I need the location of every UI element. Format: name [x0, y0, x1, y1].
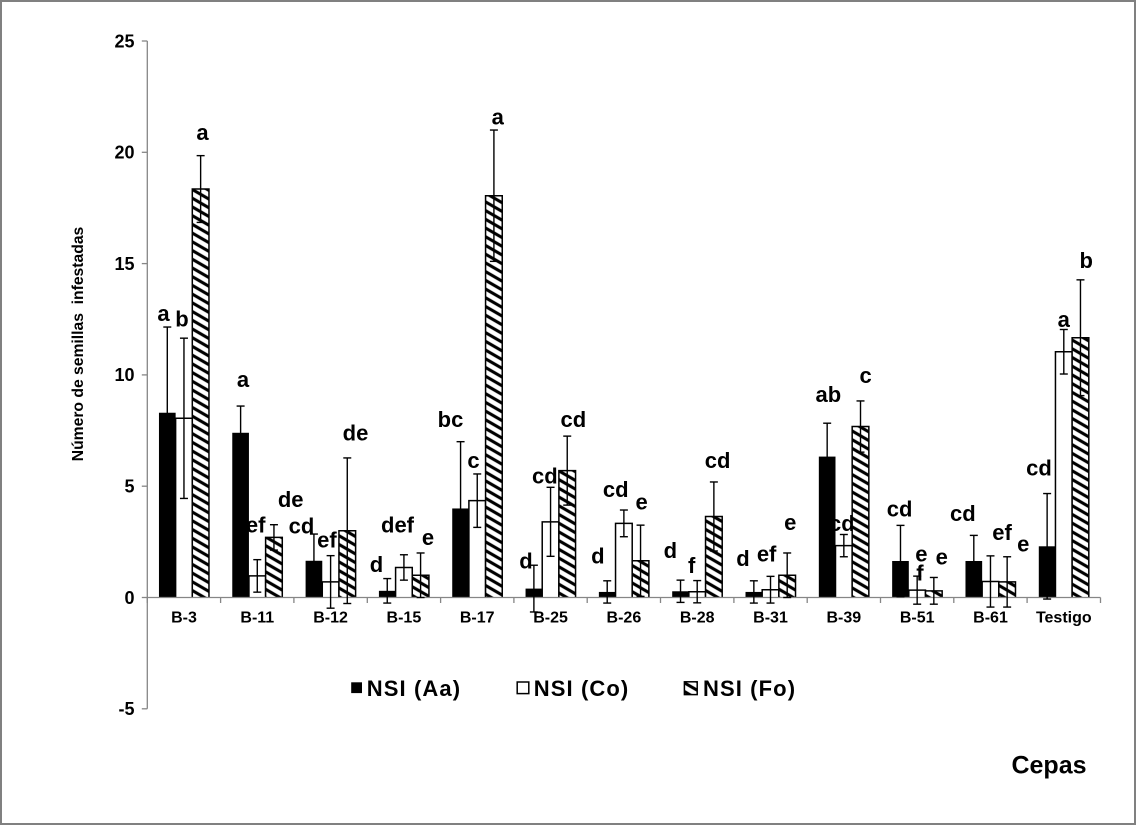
svg-text:d: d [591, 544, 604, 569]
svg-text:d: d [736, 546, 749, 571]
svg-text:b: b [1079, 248, 1092, 273]
svg-text:cd: cd [705, 448, 731, 473]
svg-text:cd: cd [887, 497, 913, 522]
svg-text:Número de semillas infestadas: Número de semillas infestadas [70, 226, 87, 461]
svg-text:cd: cd [532, 464, 558, 489]
svg-text:15: 15 [114, 254, 134, 274]
svg-text:B-51: B-51 [900, 610, 935, 627]
svg-text:ef: ef [757, 541, 777, 566]
svg-text:cd: cd [289, 514, 315, 539]
svg-text:a: a [1058, 307, 1071, 332]
svg-text:B-39: B-39 [826, 610, 861, 627]
svg-text:Testigo: Testigo [1036, 610, 1092, 627]
svg-text:cd: cd [603, 477, 629, 502]
svg-text:b: b [175, 307, 188, 332]
svg-text:d: d [519, 549, 532, 574]
svg-text:ab: ab [816, 382, 842, 407]
svg-text:B-12: B-12 [313, 610, 348, 627]
svg-text:ef: ef [317, 528, 337, 553]
svg-text:5: 5 [124, 477, 134, 497]
svg-text:a: a [237, 367, 250, 392]
svg-text:NSI (Fo): NSI (Fo) [703, 676, 796, 701]
svg-text:B-28: B-28 [680, 610, 715, 627]
svg-text:de: de [343, 421, 369, 446]
svg-text:cd: cd [560, 407, 586, 432]
svg-text:-5: -5 [118, 699, 134, 719]
svg-text:ef: ef [992, 520, 1012, 545]
svg-text:a: a [492, 105, 505, 130]
svg-text:cd: cd [1026, 456, 1052, 481]
svg-text:25: 25 [114, 31, 134, 51]
svg-text:B-11: B-11 [240, 610, 274, 627]
svg-text:c: c [467, 448, 479, 473]
svg-text:NSI (Aa): NSI (Aa) [367, 676, 461, 701]
svg-text:bc: bc [438, 407, 464, 432]
svg-text:e: e [784, 510, 796, 535]
svg-text:d: d [370, 552, 383, 577]
svg-text:B-26: B-26 [607, 610, 642, 627]
svg-text:20: 20 [114, 143, 134, 163]
svg-text:B-17: B-17 [460, 610, 495, 627]
svg-text:10: 10 [114, 365, 134, 385]
svg-text:d: d [664, 538, 677, 563]
svg-text:e: e [915, 542, 927, 567]
svg-text:B-25: B-25 [533, 610, 568, 627]
svg-text:a: a [157, 301, 170, 326]
svg-text:a: a [196, 120, 209, 145]
svg-text:B-3: B-3 [171, 610, 197, 627]
svg-text:0: 0 [124, 588, 134, 608]
svg-text:ef: ef [246, 513, 266, 538]
svg-text:f: f [916, 561, 924, 586]
svg-text:Cepas: Cepas [1011, 752, 1086, 780]
svg-text:c: c [859, 363, 871, 388]
svg-text:cd: cd [950, 501, 976, 526]
svg-text:f: f [688, 553, 696, 578]
svg-text:e: e [635, 489, 647, 514]
svg-text:de: de [278, 487, 304, 512]
svg-text:def: def [381, 512, 415, 537]
svg-text:e: e [422, 525, 434, 550]
svg-text:B-61: B-61 [973, 610, 1008, 627]
svg-text:NSI (Co): NSI (Co) [534, 676, 630, 701]
svg-text:B-31: B-31 [753, 610, 788, 627]
svg-text:e: e [1017, 532, 1029, 557]
svg-text:e: e [936, 545, 948, 570]
svg-text:B-15: B-15 [387, 610, 422, 627]
